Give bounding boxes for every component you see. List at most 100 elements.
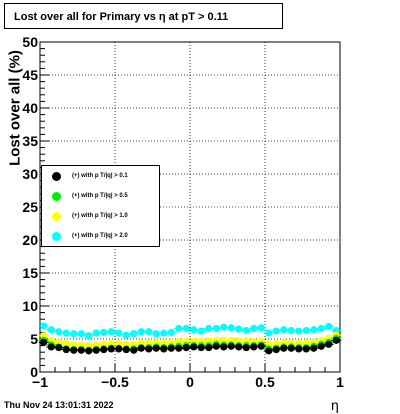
data-point — [302, 326, 310, 335]
data-point — [115, 329, 123, 337]
data-point — [325, 322, 333, 331]
y-tick-label: 20 — [22, 232, 38, 248]
data-point — [317, 324, 325, 333]
legend-label: (+) with p T/|q| > 0.5 — [72, 193, 128, 199]
x-tick-label: 1 — [336, 374, 344, 390]
data-point — [332, 336, 340, 344]
data-point — [310, 344, 318, 352]
data-point — [272, 345, 280, 354]
data-point — [100, 345, 108, 354]
data-point — [227, 324, 235, 332]
data-point — [190, 343, 198, 351]
x-tick-label: 0 — [186, 374, 194, 390]
data-point — [70, 346, 78, 354]
data-point — [62, 340, 70, 348]
x-tick-label: 0.5 — [255, 374, 275, 390]
data-point — [250, 324, 258, 333]
data-point — [190, 326, 198, 334]
data-point — [115, 345, 123, 353]
data-point — [92, 329, 100, 337]
data-series — [38, 322, 342, 355]
legend-marker — [52, 172, 61, 181]
data-point — [77, 346, 85, 354]
data-point — [205, 324, 213, 333]
data-point — [100, 328, 108, 336]
data-point — [62, 345, 70, 354]
legend-entry: (+) with p T/|q| > 0.5 — [42, 187, 159, 207]
data-point — [235, 343, 243, 351]
tick-labels: 0 5 10 15 20 25 30 35 40 45 50 −1 −0.5 0 0.5 1 — [22, 34, 344, 390]
data-point — [265, 329, 273, 337]
data-point — [295, 345, 303, 353]
data-point — [40, 322, 48, 330]
data-point — [152, 330, 160, 338]
data-point — [160, 345, 168, 353]
data-point — [137, 328, 145, 336]
data-point — [197, 327, 205, 335]
data-point — [220, 343, 228, 351]
series-3 — [38, 322, 342, 340]
data-point — [295, 327, 303, 335]
timestamp: Thu Nov 24 13:01:31 2022 — [4, 400, 114, 410]
data-point — [145, 328, 153, 336]
data-point — [175, 324, 183, 333]
data-point — [205, 343, 213, 352]
x-axis-label: η — [331, 397, 339, 413]
data-point — [77, 330, 85, 338]
data-point — [235, 325, 243, 333]
y-tick-label: 30 — [22, 166, 38, 182]
legend-marker — [52, 192, 61, 201]
y-tick-label: 5 — [30, 331, 38, 347]
data-point — [302, 345, 310, 353]
y-tick-label: 10 — [22, 298, 38, 314]
data-point — [250, 343, 258, 351]
data-point — [325, 340, 333, 348]
legend-entry: (+) with p T/|q| > 1.0 — [42, 207, 159, 227]
y-tick-label: 35 — [22, 133, 38, 149]
y-tick-label: 50 — [22, 34, 38, 50]
data-point — [40, 338, 48, 346]
legend-marker — [52, 232, 61, 241]
data-point — [130, 330, 138, 338]
data-point — [182, 343, 190, 352]
data-point — [107, 328, 115, 336]
data-point — [242, 343, 250, 352]
y-tick-label: 40 — [22, 100, 38, 116]
data-point — [145, 345, 153, 353]
data-point — [257, 342, 265, 350]
data-point — [272, 327, 280, 335]
y-axis-label: Lost over all (%) — [6, 50, 24, 166]
y-tick-label: 0 — [30, 364, 38, 380]
data-point — [227, 342, 235, 350]
data-point — [47, 343, 55, 351]
data-point — [212, 342, 220, 350]
data-point — [55, 328, 63, 336]
data-point — [160, 329, 168, 337]
legend-entry: (+) with p T/|q| > 2.0 — [42, 227, 159, 247]
series-0 — [38, 336, 342, 355]
legend-label: (+) with p T/|q| > 0.1 — [72, 173, 128, 179]
x-tick-label: −1 — [32, 374, 48, 390]
data-point — [310, 326, 318, 334]
data-point — [85, 347, 93, 355]
data-point — [280, 344, 288, 352]
data-point — [92, 346, 100, 354]
data-point — [212, 324, 220, 333]
data-point — [85, 332, 93, 340]
legend-label: (+) with p T/|q| > 2.0 — [72, 233, 128, 239]
data-point — [122, 331, 130, 339]
data-point — [220, 323, 228, 331]
legend: (+) with p T/|q| > 0.1 (+) with p T/|q| … — [41, 165, 160, 247]
data-point — [55, 343, 63, 352]
data-point — [265, 347, 273, 355]
data-point — [62, 329, 70, 337]
title-box: Lost over all for Primary vs η at pT > 0… — [4, 3, 283, 29]
data-point — [137, 344, 145, 352]
data-point — [167, 328, 175, 336]
chart-title: Lost over all for Primary vs η at pT > 0… — [14, 11, 229, 23]
data-point — [287, 326, 295, 335]
data-point — [152, 344, 160, 352]
y-tick-label: 15 — [22, 265, 38, 281]
data-point — [47, 326, 55, 334]
